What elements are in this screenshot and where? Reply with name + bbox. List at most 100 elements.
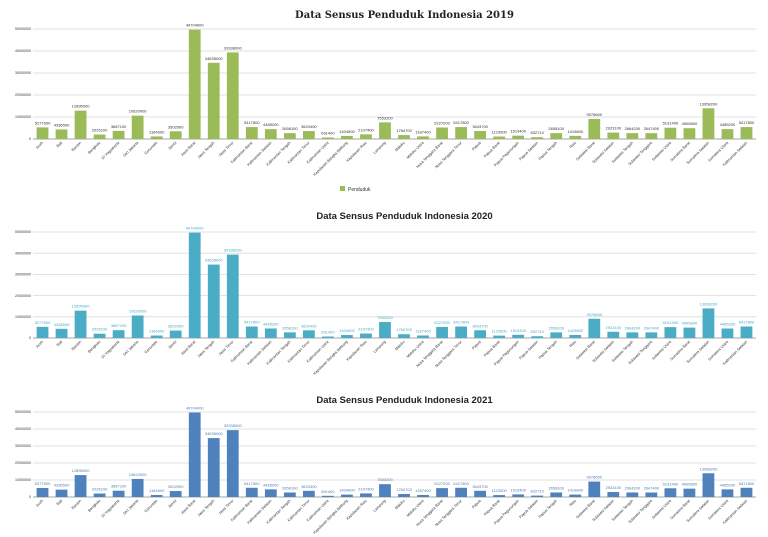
x-tick-label: Aceh — [35, 340, 44, 349]
bar — [302, 490, 315, 497]
x-tick-label: Lampung — [373, 499, 387, 513]
bar — [74, 110, 87, 139]
bar — [36, 488, 49, 497]
bar — [226, 430, 239, 497]
bar — [455, 487, 467, 497]
x-tick-label: Maluku Utara — [406, 339, 425, 358]
y-tick-label: 40000000 — [15, 49, 31, 53]
x-tick-label: Kepulauan Bangka Belitung — [313, 499, 349, 535]
chart-2: Data Sensus Penduduk Indonesia 2020 0 1000… — [15, 211, 756, 376]
data-label: 2658100 — [548, 126, 564, 131]
bar — [436, 488, 448, 497]
data-label: 1513400 — [510, 328, 526, 333]
bar — [531, 336, 544, 338]
bar — [169, 131, 182, 139]
data-label: 1404900 — [339, 328, 355, 333]
y-tick-label: 30000000 — [15, 273, 31, 277]
bar — [702, 308, 715, 338]
bar — [474, 130, 487, 139]
data-label: 1404900 — [339, 488, 355, 493]
x-tick-label: Jawa Timur — [218, 339, 235, 356]
x-tick-label: Papua Tengah — [538, 499, 558, 519]
data-label: 2664200 — [625, 485, 641, 490]
x-tick-label: DKI Jakarta — [122, 498, 139, 515]
bar — [322, 336, 334, 338]
bar — [74, 310, 87, 338]
data-label: 3643700 — [472, 124, 488, 129]
bar — [683, 327, 696, 338]
bar — [264, 489, 277, 497]
x-tick-label: DI Yogyakarta — [101, 140, 121, 160]
bar — [93, 493, 106, 497]
data-label: 7553200 — [377, 115, 393, 120]
bar — [455, 127, 467, 139]
data-label: 39338000 — [224, 423, 243, 428]
data-label: 1784700 — [396, 487, 412, 492]
x-tick-label: Bali — [56, 340, 63, 347]
y-tick-label: 20000000 — [15, 294, 31, 298]
bar — [188, 412, 201, 497]
bar — [131, 315, 144, 338]
y-tick-label: 0 — [29, 137, 31, 141]
x-tick-label: DI Yogyakarta — [101, 339, 121, 359]
data-label: 1123900 — [492, 130, 508, 135]
data-label: 5417800 — [244, 120, 260, 125]
bar — [188, 232, 201, 338]
bar — [531, 495, 544, 497]
bar — [626, 492, 639, 497]
bar — [398, 493, 410, 497]
bar — [131, 478, 144, 497]
data-label: 5417800 — [739, 320, 755, 325]
bar — [150, 495, 163, 497]
x-tick-label: Kepulauan Bangka Belitung — [313, 141, 349, 177]
data-label: 1164600 — [149, 329, 165, 334]
data-label: 2658100 — [282, 325, 298, 330]
bar — [398, 334, 410, 338]
data-label: 4905800 — [682, 121, 698, 126]
data-label: 3687100 — [111, 124, 127, 129]
data-label: 4905800 — [682, 321, 698, 326]
x-tick-label: Jawa Timur — [218, 140, 235, 157]
bar — [645, 492, 658, 497]
chart-title: Data Sensus Penduduk Indonesia 2020 — [316, 211, 492, 222]
x-tick-label: Jawa Barat — [180, 140, 197, 157]
x-tick-label: DI Yogyakarta — [101, 498, 121, 518]
data-label: 1404900 — [339, 129, 355, 134]
data-label: 3502900 — [168, 484, 184, 489]
bar — [302, 330, 315, 338]
bar — [683, 128, 696, 139]
bar — [302, 131, 315, 139]
chart-3: Data Sensus Penduduk Indonesia 2021 0 1000… — [15, 395, 756, 535]
bar — [721, 489, 734, 497]
data-label: 3620400 — [301, 484, 317, 489]
data-label: 1784700 — [396, 327, 412, 332]
y-tick-label: 0 — [29, 495, 31, 499]
x-tick-label: Riau — [569, 141, 577, 149]
x-tick-label: Maluku Utara — [406, 498, 425, 517]
data-label: 2025100 — [92, 128, 108, 133]
data-label: 5131400 — [663, 121, 679, 126]
bar — [93, 134, 106, 139]
bar — [379, 321, 391, 338]
data-label: 3643700 — [472, 323, 488, 328]
x-tick-label: Aceh — [35, 141, 44, 150]
legend-swatch — [340, 186, 345, 191]
bar — [207, 264, 220, 338]
bar — [569, 334, 582, 338]
data-label: 34635000 — [205, 258, 224, 263]
x-tick-label: Kepulauan Riau — [346, 340, 368, 362]
data-label: 13958200 — [700, 101, 719, 106]
data-label: 39338000 — [224, 45, 243, 50]
bar — [264, 328, 277, 338]
data-label: 3620400 — [301, 323, 317, 328]
bar — [436, 127, 448, 139]
x-tick-label: DKI Jakarta — [122, 140, 139, 157]
data-label: 832710 — [531, 329, 545, 334]
bar — [207, 62, 220, 139]
data-label: 3502900 — [168, 324, 184, 329]
bar — [645, 332, 658, 338]
data-label: 5277500 — [35, 481, 51, 486]
data-label: 2107400 — [358, 327, 374, 332]
data-label: 9078600 — [586, 312, 602, 317]
bar — [683, 488, 696, 497]
